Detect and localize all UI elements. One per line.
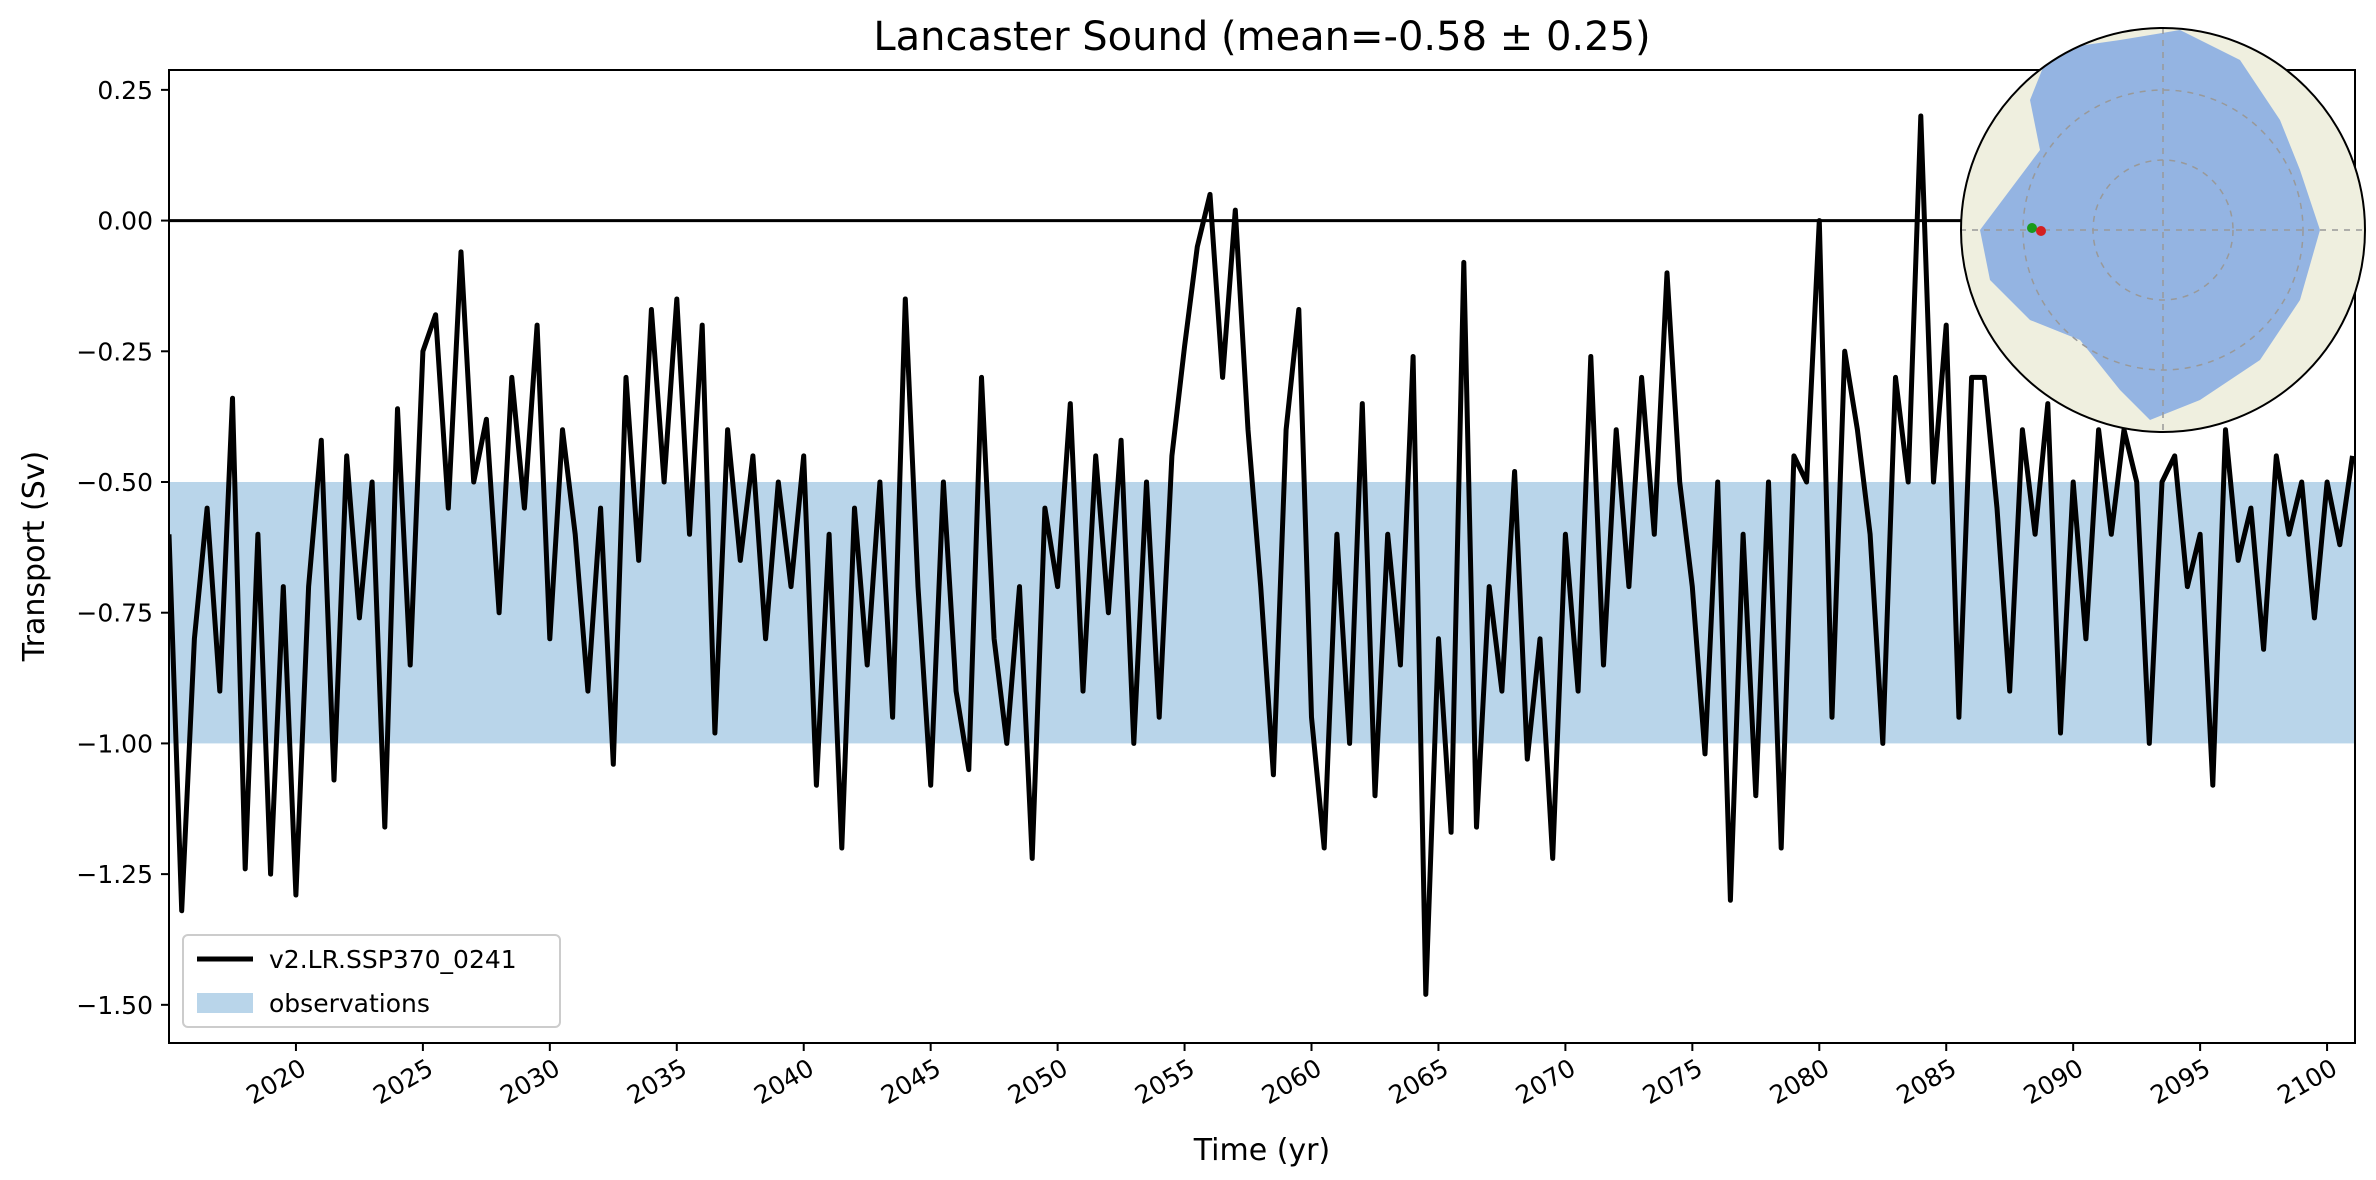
map-ocean bbox=[1980, 30, 2320, 420]
chart-title: Lancaster Sound (mean=-0.58 ± 0.25) bbox=[873, 14, 1650, 60]
x-tick-label: 2060 bbox=[1257, 1053, 1327, 1110]
map-border bbox=[1960, 27, 2366, 433]
y-tick-label: −0.25 bbox=[76, 337, 153, 366]
x-tick-label: 2075 bbox=[1638, 1053, 1708, 1110]
y-tick-label: 0.00 bbox=[97, 207, 153, 236]
x-tick-label: 2095 bbox=[2146, 1053, 2216, 1110]
map-point bbox=[2036, 226, 2046, 236]
legend-label: observations bbox=[269, 989, 430, 1018]
legend: v2.LR.SSP370_0241 observations bbox=[182, 934, 561, 1028]
x-tick-label: 2100 bbox=[2272, 1053, 2342, 1110]
x-tick-label: 2080 bbox=[1765, 1053, 1835, 1110]
legend-label: v2.LR.SSP370_0241 bbox=[269, 945, 517, 974]
x-tick-label: 2065 bbox=[1384, 1053, 1454, 1110]
x-tick-label: 2040 bbox=[749, 1053, 819, 1110]
x-tick-label: 2085 bbox=[1892, 1053, 1962, 1110]
x-tick-label: 2070 bbox=[1511, 1053, 1581, 1110]
x-tick-label: 2025 bbox=[368, 1053, 438, 1110]
axes-frame bbox=[168, 69, 2356, 1044]
series-line bbox=[169, 113, 2355, 997]
x-tick-label: 2055 bbox=[1130, 1053, 1200, 1110]
plot-area: 0.25 0.00 −0.25 −0.50 −0.75 −1.00 −1.25 −1.50 20… bbox=[76, 69, 2356, 1110]
x-axis-label: Time (yr) bbox=[1193, 1133, 1330, 1168]
x-tick-label: 2090 bbox=[2019, 1053, 2089, 1110]
y-tick-label: −0.75 bbox=[76, 599, 153, 628]
y-tick-label: −1.00 bbox=[76, 729, 153, 758]
inset-map bbox=[1960, 27, 2366, 433]
legend-box bbox=[182, 934, 561, 1028]
y-tick-label: −1.25 bbox=[76, 860, 153, 889]
legend-swatch bbox=[197, 993, 253, 1013]
y-tick-label: 0.25 bbox=[97, 76, 153, 105]
x-tick-label: 2020 bbox=[241, 1053, 311, 1110]
y-axis-label: Transport (Sv) bbox=[17, 451, 52, 663]
x-tick-label: 2030 bbox=[495, 1053, 565, 1110]
map-point bbox=[2027, 223, 2037, 233]
x-tick-label: 2050 bbox=[1003, 1053, 1073, 1110]
x-tick-label: 2045 bbox=[876, 1053, 946, 1110]
y-tick-label: −1.50 bbox=[76, 991, 153, 1020]
x-tick-label: 2035 bbox=[622, 1053, 692, 1110]
y-tick-label: −0.50 bbox=[76, 468, 153, 497]
